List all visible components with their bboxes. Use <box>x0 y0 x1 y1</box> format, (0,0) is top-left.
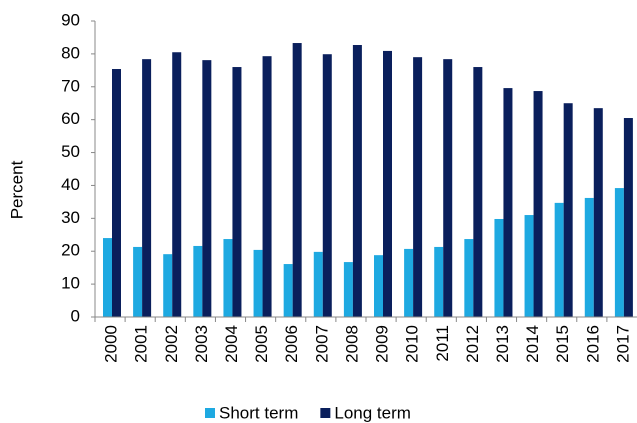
bar <box>413 57 423 318</box>
bar <box>434 246 444 317</box>
x-tick-label: 2002 <box>162 325 181 363</box>
x-tick-label: 2009 <box>373 325 392 363</box>
y-tick-label: 40 <box>61 175 80 194</box>
x-tick-label: 2010 <box>403 325 422 363</box>
bar <box>352 45 362 318</box>
bar <box>262 56 272 318</box>
y-tick-label: 80 <box>61 43 80 62</box>
y-tick-label: 30 <box>61 208 80 227</box>
bar <box>503 88 513 318</box>
bar <box>253 249 263 317</box>
bar <box>343 262 353 317</box>
x-tick-label: 2015 <box>553 325 572 363</box>
legend-swatch <box>320 408 331 418</box>
bar <box>584 197 594 317</box>
y-tick-label: 0 <box>71 306 80 325</box>
bar <box>133 246 143 317</box>
legend-swatch <box>205 408 215 418</box>
x-tick-label: 2014 <box>523 325 542 363</box>
bar <box>292 43 302 318</box>
bar <box>404 248 414 317</box>
bar <box>464 239 474 317</box>
y-tick-label: 90 <box>61 10 80 29</box>
x-tick-label: 2006 <box>282 325 301 363</box>
bar <box>524 215 534 317</box>
bar <box>193 245 203 317</box>
x-tick-label: 2001 <box>132 325 151 363</box>
x-tick-label: 2007 <box>312 325 331 363</box>
bar <box>283 264 293 317</box>
bar <box>494 218 504 317</box>
bar <box>232 67 242 318</box>
x-tick-label: 2003 <box>192 325 211 363</box>
x-tick-label: 2000 <box>102 325 121 363</box>
x-tick-label: 2011 <box>433 325 452 362</box>
bar <box>533 91 543 317</box>
bar <box>112 69 121 317</box>
bar <box>313 251 323 317</box>
y-tick-label: 10 <box>61 274 80 293</box>
y-tick-label: 50 <box>61 142 80 161</box>
x-tick-label: 2008 <box>342 325 361 363</box>
y-tick-label: 20 <box>61 241 80 260</box>
bar <box>473 67 483 318</box>
bar <box>614 188 624 317</box>
bar <box>163 254 173 317</box>
y-tick-label: 60 <box>61 109 80 128</box>
bar <box>322 54 332 318</box>
bar <box>223 239 233 317</box>
x-tick-label: 2013 <box>493 325 512 363</box>
x-tick-label: 2016 <box>583 325 602 363</box>
x-tick-label: 2004 <box>222 325 241 363</box>
x-tick-label: 2012 <box>463 325 482 363</box>
bar <box>563 103 573 317</box>
x-tick-label: 2017 <box>613 325 632 363</box>
legend-label: Long term <box>334 403 411 422</box>
bar <box>593 108 603 318</box>
bar <box>383 50 392 317</box>
bar <box>103 238 112 317</box>
bar <box>172 52 182 317</box>
x-tick-label: 2005 <box>252 325 271 363</box>
bar <box>623 118 633 318</box>
y-tick-label: 70 <box>61 76 80 95</box>
bar <box>554 202 564 317</box>
bar <box>374 255 383 317</box>
bar <box>202 60 212 317</box>
bar <box>142 59 152 317</box>
bar <box>443 59 453 317</box>
legend-label: Short term <box>219 403 298 422</box>
y-axis-label: Percent <box>7 160 26 219</box>
